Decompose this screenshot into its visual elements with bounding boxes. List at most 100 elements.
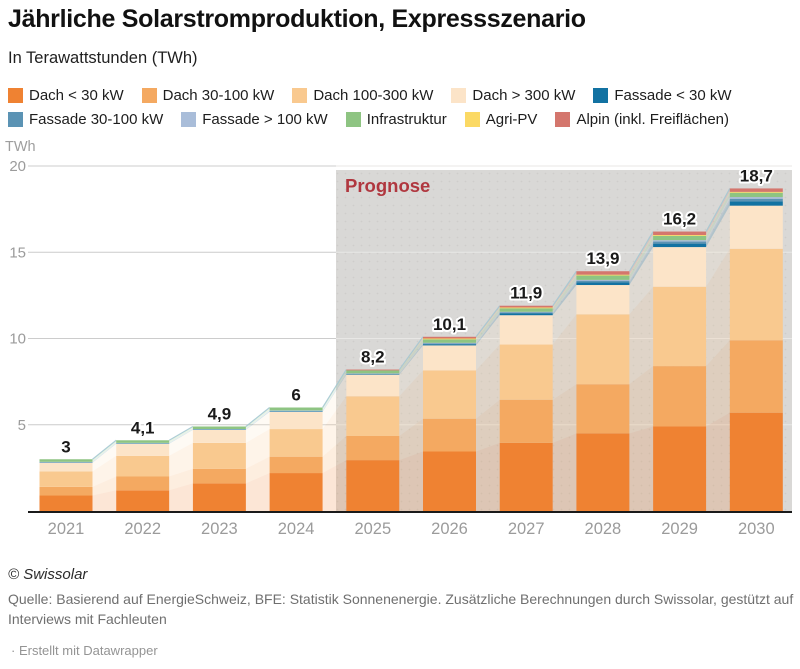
connector-area [629,240,654,281]
bar-segment [499,399,553,443]
bar-segment [729,188,783,192]
bar-segment [576,285,630,315]
bar-segment [499,305,553,308]
x-axis-label: 2021 [48,520,85,538]
connector-area [169,429,193,444]
connector-area [706,192,730,241]
connector-area [552,285,577,345]
bar-segment [116,490,170,511]
bar-segment [423,336,476,339]
x-axis-label: 2022 [124,520,161,538]
prognose-annotation: Prognose [345,175,430,196]
bar-total-label: 4,9 [208,404,232,423]
connector-area [706,198,730,244]
connector-area [629,235,654,276]
x-axis-label: 2028 [585,520,622,538]
connector-area [245,411,270,430]
bar-segment [192,483,246,511]
bar-total-label: 3 [61,437,70,456]
connector-area [399,339,423,374]
total-trend-line [398,336,424,370]
bar-segment [192,429,246,443]
bar-segment [116,443,170,456]
legend-item: Dach 30-100 kW [141,87,275,104]
connector-area [476,308,500,343]
connector-area [706,191,730,236]
connector-area [629,243,654,286]
connector-area [169,429,193,444]
bar-segment [423,343,476,345]
connector-area [476,307,500,340]
bar-segment [499,307,553,309]
bar-segment [346,369,400,371]
chart-legend: Dach < 30 kW Dach 30-100 kW Dach 100-300 k… [8,87,796,135]
connector-area [706,197,730,242]
legend-item: Dach > 300 kW [451,87,575,104]
bar-total-label: 10,1 [433,315,466,334]
x-axis-label: 2023 [201,520,238,538]
legend-label: Alpin (inkl. Freiflächen) [576,111,729,128]
connector-area [399,342,423,374]
legend-item: Fassade > 100 kW [181,111,328,128]
legend-swatch-icon [181,112,197,127]
bar-segment [269,429,323,457]
connector-area [706,248,730,367]
legend-row-1: Dach < 30 kW Dach 30-100 kW Dach 100-300 k… [8,87,796,104]
bar-segment [499,313,553,316]
connector-area [476,312,500,345]
connector-area [476,311,500,344]
bar-segment [423,342,476,344]
connector-area [476,399,500,452]
connector-area [322,374,347,412]
bar-segment [653,243,707,248]
connector-area [245,410,270,430]
connector-area [706,205,730,287]
chart-title: Jährliche Solarstromproduktion, Expresss… [8,5,586,33]
legend-swatch-icon [345,112,361,127]
bar-total-label: 11,9 [510,284,542,303]
bar-segment [576,275,630,280]
connector-area [322,460,347,511]
connector-area [322,370,347,411]
connector-area [476,315,500,371]
legend-label: Fassade < 30 kW [614,87,732,104]
legend-swatch-icon [593,88,609,103]
bar-total-label: 8,2 [361,348,385,367]
bar-segment [116,440,170,443]
bar-segment [269,473,323,511]
connector-area [399,418,423,461]
bar-segment [499,344,553,400]
bar-segment [116,476,170,491]
datawrapper-attribution: · Erstellt mit Datawrapper [11,643,158,658]
x-axis-label: 2029 [661,520,698,538]
legend-swatch-icon [8,112,23,127]
connector-area [399,343,423,375]
bar-segment [192,426,246,430]
x-axis-label: 2024 [278,520,315,538]
connector-area [92,443,117,463]
bar-segment [423,345,476,371]
bar-segment [729,205,783,249]
connector-area [245,410,270,430]
legend-label: Dach 30-100 kW [162,87,275,104]
bar-segment [576,279,630,281]
bar-segment [269,411,323,412]
bar-segment [729,198,783,202]
legend-label: Dach 100-300 kW [313,87,434,104]
bar-segment [499,308,553,312]
total-trend-line [552,270,577,307]
connector-area [322,396,347,457]
connector-area [322,435,347,474]
y-axis-unit-label: TWh [5,139,36,155]
bar-segment [423,451,476,511]
bar-segment [729,197,783,199]
connector-area [629,235,654,280]
bar-total-label: 13,9 [586,249,619,268]
connector-area [169,442,193,477]
legend-swatch-icon [292,88,308,103]
bar-segment [729,201,783,206]
connector-area [92,455,117,487]
bar-segment [729,191,783,193]
legend-item: Alpin (inkl. Freiflächen) [555,111,729,128]
